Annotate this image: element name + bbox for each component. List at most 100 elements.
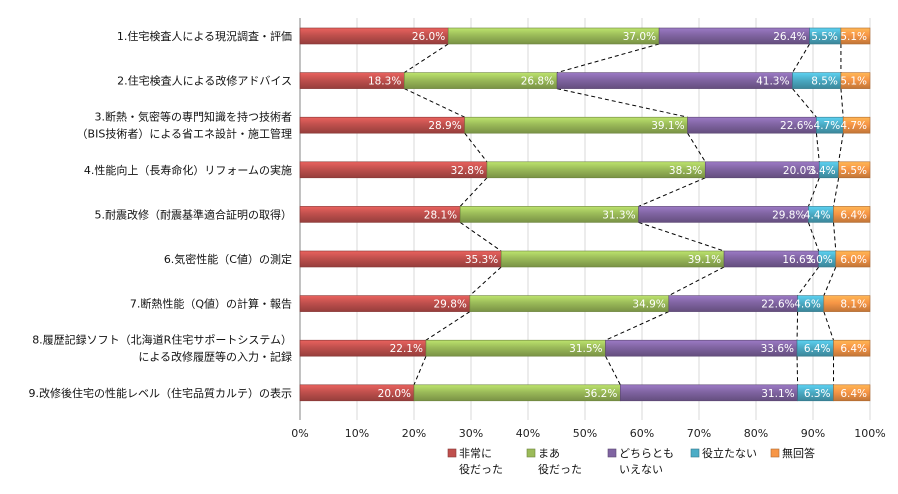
bar-segments: 26.0% 37.0% 26.4% 5.5% 5.1%18.3% 26.8% 41.3% 8.… xyxy=(299,27,871,402)
category-label: 3.断熱・気密等の専門知識を持つ技術者 xyxy=(95,110,293,124)
data-label: 5.1% xyxy=(840,76,867,88)
bar-segment xyxy=(833,384,871,402)
data-label: 4.7% xyxy=(814,120,841,132)
legend-swatch xyxy=(607,448,617,458)
series-connector-line xyxy=(404,43,449,74)
series-connector-line xyxy=(404,88,465,118)
data-label: 6.0% xyxy=(840,254,867,266)
series-connector-line xyxy=(815,133,820,162)
series-connector-line xyxy=(413,356,427,385)
data-label: 35.3% xyxy=(465,254,498,266)
series-connector-line xyxy=(797,266,820,296)
data-label: 32.8% xyxy=(451,165,484,177)
series-connector-line xyxy=(459,221,502,252)
series-connector-line xyxy=(638,221,725,252)
data-label: 39.1% xyxy=(688,254,721,266)
data-label: 18.3% xyxy=(368,76,401,88)
data-label: 22.6% xyxy=(761,299,794,311)
series-connector-line xyxy=(840,88,844,118)
category-label: 2.住宅検査人による改修アドバイス xyxy=(117,74,292,88)
series-connector-line xyxy=(838,133,844,162)
data-label: 6.3% xyxy=(804,388,831,400)
series-connector-line xyxy=(823,266,837,296)
series-connector-line xyxy=(638,177,706,207)
data-label: 31.1% xyxy=(761,388,794,400)
data-label: 4.4% xyxy=(804,209,831,221)
data-label: 22.6% xyxy=(780,120,813,132)
series-connector-line xyxy=(687,132,706,163)
series-connector-line xyxy=(792,88,817,118)
data-label: 41.3% xyxy=(756,76,789,88)
category-label: 8.履歴記録ソフト（北海道R住宅サポートシステム） xyxy=(32,333,292,347)
series-connector-line xyxy=(556,88,688,118)
series-connector-line xyxy=(605,355,621,386)
data-label: 3.0% xyxy=(806,254,833,266)
data-label: 8.1% xyxy=(840,299,867,311)
series-connector-line xyxy=(792,43,811,73)
legend-label: どちらとも xyxy=(619,447,674,460)
x-tick-label: 30% xyxy=(459,427,483,440)
series-connector-line xyxy=(833,177,840,207)
legend-label: 役だった xyxy=(459,462,503,476)
bar-segment xyxy=(835,250,871,268)
data-label: 26.0% xyxy=(412,31,445,43)
bar-segment xyxy=(840,72,871,89)
category-label: 6.気密性能（C値）の測定 xyxy=(164,252,292,266)
data-label: 5.5% xyxy=(840,165,867,177)
series-connector-line xyxy=(807,222,820,252)
data-label: 22.1% xyxy=(390,343,423,355)
series-connector-line xyxy=(464,132,488,163)
x-tick-label: 40% xyxy=(516,427,540,440)
x-axis-tick-labels: 0% 10% 20% 30% 40% 50% 60% 70% 80% 90% 100% xyxy=(291,427,885,440)
legend-swatch xyxy=(690,448,700,458)
bar-segment xyxy=(842,116,871,134)
series-connector-line xyxy=(605,311,669,341)
data-label: 20.0% xyxy=(783,165,816,177)
data-label: 5.5% xyxy=(811,31,838,43)
series-connector-line xyxy=(668,266,725,297)
x-tick-label: 50% xyxy=(573,427,597,440)
data-label: 28.1% xyxy=(424,209,457,221)
data-label: 16.6% xyxy=(782,254,815,266)
legend-label: 役だった xyxy=(538,462,582,476)
category-label: 4.性能向上（長寿命化）リフォームの実施 xyxy=(84,163,292,177)
data-label: 36.2% xyxy=(584,388,617,400)
series-connector-line xyxy=(459,177,488,207)
x-tick-label: 10% xyxy=(345,427,369,440)
x-tick-label: 90% xyxy=(801,427,825,440)
data-label: 3.4% xyxy=(809,165,836,177)
legend-label: まあ xyxy=(538,447,560,460)
series-connector-line xyxy=(425,311,471,341)
data-label: 38.3% xyxy=(669,165,702,177)
x-tick-label: 20% xyxy=(402,427,426,440)
data-label: 31.3% xyxy=(602,209,635,221)
legend-label: 無回答 xyxy=(782,446,815,460)
category-label: による改修履歴等の入力・記録 xyxy=(138,350,292,364)
data-label: 5.1% xyxy=(840,31,867,43)
bar-segment xyxy=(833,206,871,223)
bar-segment xyxy=(840,27,871,45)
series-connector-line xyxy=(796,356,799,385)
data-label: 26.8% xyxy=(521,76,554,88)
x-tick-label: 60% xyxy=(630,427,654,440)
x-tick-label: 100% xyxy=(854,427,885,440)
legend-swatch xyxy=(770,448,780,458)
legend-label: 非常に xyxy=(459,447,492,460)
legend-label: いえない xyxy=(619,463,663,476)
category-label: 7.断熱性能（Q値）の計算・報告 xyxy=(130,297,292,311)
category-labels: 1.住宅検査人による現況調査・評価 2.住宅検査人による改修アドバイス 3.断熱・気… xyxy=(29,29,293,400)
data-label: 29.8% xyxy=(434,299,467,311)
category-label: （BIS技術者）による省エネ設計・施工管理 xyxy=(77,127,292,141)
data-label: 39.1% xyxy=(651,120,684,132)
data-label: 34.9% xyxy=(632,299,665,311)
data-label: 37.0% xyxy=(623,31,656,43)
data-label: 6.4% xyxy=(840,209,867,221)
data-label: 28.9% xyxy=(428,120,461,132)
legend-swatch xyxy=(526,448,536,458)
category-label: 5.耐震改修（耐震基準適合証明の取得） xyxy=(95,207,293,221)
data-label: 6.4% xyxy=(840,343,867,355)
data-label: 20.0% xyxy=(378,388,411,400)
data-label: 29.8% xyxy=(772,209,805,221)
